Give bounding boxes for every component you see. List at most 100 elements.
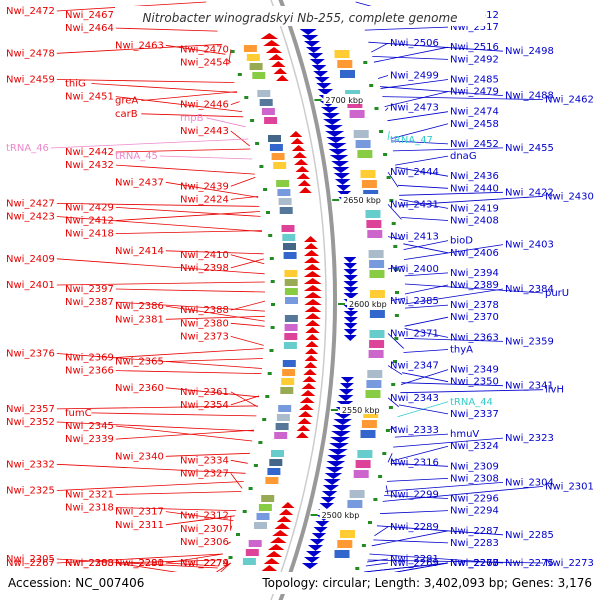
label-callout-line [401,382,504,387]
ring-marker [228,556,233,559]
reverse-gene-arrow [323,119,342,125]
label-callout-line [387,111,449,122]
ring-marker [393,245,398,248]
gene-label: Nwi_2401 [6,280,55,291]
label-callout-line [115,288,266,293]
label-callout-line [384,482,504,492]
label-callout-line [56,216,263,232]
ring-marker [395,291,399,294]
gene-label: Nwi_2429 [65,202,114,213]
annotation-block-right [337,540,353,548]
reverse-gene-arrow [329,155,349,161]
reverse-gene-arrow [333,173,350,179]
label-callout-line [404,288,504,305]
gene-label: Nwi_2422 [505,187,554,198]
label-callout-line [230,130,250,147]
forward-gene-arrow [290,138,304,144]
gene-label: Nwi_2366 [65,366,114,377]
annotation-block-left [254,522,267,529]
gene-label: Nwi_2492 [450,54,499,65]
forward-gene-arrow [289,131,303,137]
gene-label: Nwi_2269 [390,558,439,569]
label-callout-line [115,211,261,221]
reverse-gene-arrow [324,125,343,131]
annotation-block-right [355,140,371,148]
label-callout-line [115,301,265,312]
label-callout-line [165,515,235,526]
gene-label: Nwi_2278 [450,558,499,569]
annotation-block-right [369,310,385,318]
forward-gene-arrow [261,565,278,571]
forward-gene-arrow [267,544,285,550]
kbp-label-background [347,298,391,308]
gene-label: Nwi_2424 [180,194,229,205]
gene-label: Nwi_2479 [450,87,499,98]
forward-gene-arrow [303,369,317,375]
reverse-gene-arrow [326,461,346,467]
gene-label: Nwi_2451 [65,92,114,103]
reverse-gene-arrow [331,161,349,167]
label-callout-line [115,27,218,32]
annotation-block-right [347,500,363,508]
gene-label: Nwi_2400 [390,264,439,275]
annotation-block-left [277,189,291,196]
annotation-block-right [340,530,355,538]
annotation-block-left [269,144,283,151]
annotation-block-right [353,130,369,138]
ring-marker [388,406,393,409]
reverse-gene-arrow [313,527,328,533]
label-callout-line [394,433,449,438]
forward-gene-arrow [263,558,280,564]
ring-marker [368,521,372,524]
ring-marker [266,211,270,214]
gene-label: Nwi_2277 [450,558,499,569]
label-callout-line [386,478,449,482]
annotation-block-right [367,230,383,238]
ring-marker [269,257,274,260]
label-callout-line [115,96,243,112]
label-callout-line [371,42,389,53]
reverse-gene-arrow [305,47,322,53]
label-callout-line [403,243,449,254]
label-callout-line [165,250,264,255]
annotation-block-right [369,260,385,268]
forward-gene-arrow [305,341,319,347]
annotation-block-left [279,207,293,214]
reverse-gene-arrow [306,551,322,557]
gene-label: Nwi_2439 [180,181,229,192]
label-callout-line [364,26,449,31]
label-callout-line [404,316,449,327]
gene-label: Nwi_2389 [450,280,499,291]
annotation-block-right [357,450,373,458]
reverse-gene-arrow [301,35,319,41]
kbp-label-background [323,94,368,104]
gene-label: Nwi_2397 [65,284,114,295]
gene-label: Nwi_2333 [390,425,439,436]
gene-label: Nwi_2498 [505,46,554,57]
reverse-gene-arrow [339,389,354,395]
label-callout-line [115,425,253,442]
label-callout-line [387,265,405,270]
label-callout-line [390,445,449,462]
label-callout-line [226,59,232,63]
ring-marker [382,452,387,455]
ring-marker [267,372,272,375]
gene-label: Nwi_2437 [115,177,164,188]
annotation-block-left [252,72,266,79]
reverse-gene-arrow [313,71,329,77]
reverse-gene-arrow [301,563,319,569]
label-callout-line [387,397,400,408]
label-callout-line [115,559,221,564]
annotation-block-left [261,108,275,115]
label-callout-line [372,56,449,60]
label-callout-line [230,176,256,187]
label-callout-line [115,370,262,374]
forward-gene-arrow [273,68,288,74]
gene-label: Nwi_2288 [65,558,114,569]
gene-label: Nwi_2431 [390,199,439,210]
label-callout-line [230,525,233,529]
annotation-block-right [367,370,383,378]
gene-label: thyA [450,345,473,356]
label-callout-line [387,333,404,349]
forward-gene-arrow [300,390,316,396]
